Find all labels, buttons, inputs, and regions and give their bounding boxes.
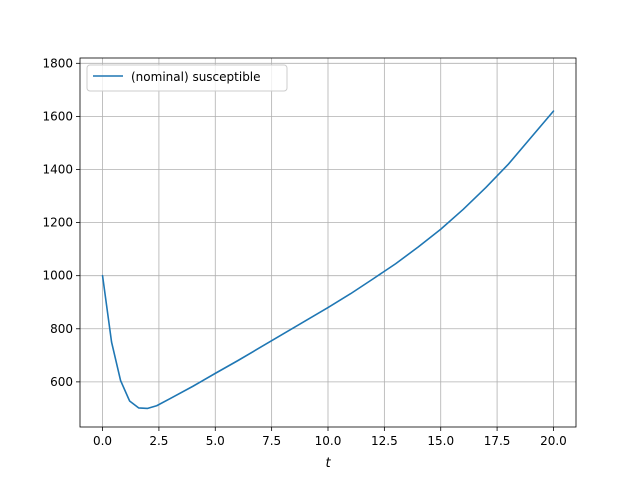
series-line bbox=[101, 110, 555, 410]
y-axis-ticks: 600 800 1000 1200 1400 1600 1800 bbox=[42, 56, 80, 389]
x-tick-label: 5.0 bbox=[206, 434, 225, 448]
y-tick-label: 1800 bbox=[42, 56, 73, 70]
y-tick-label: 1400 bbox=[42, 162, 73, 176]
x-tick-label: 2.5 bbox=[149, 434, 168, 448]
x-tick-label: 17.5 bbox=[484, 434, 511, 448]
x-tick-label: 7.5 bbox=[262, 434, 281, 448]
legend: (nominal) susceptible bbox=[86, 64, 288, 92]
legend-box bbox=[86, 64, 288, 92]
x-tick-label: 0.0 bbox=[93, 434, 112, 448]
series-layer bbox=[101, 110, 555, 410]
grid bbox=[80, 58, 576, 427]
x-tick-label: 12.5 bbox=[371, 434, 398, 448]
x-axis-ticks: 0.0 2.5 5.0 7.5 10.0 12.5 15.0 17.5 20.0 bbox=[93, 427, 567, 448]
y-tick-label: 600 bbox=[50, 375, 73, 389]
x-tick-label: 20.0 bbox=[540, 434, 567, 448]
legend-label: (nominal) susceptible bbox=[131, 70, 261, 84]
y-tick-label: 800 bbox=[50, 322, 73, 336]
x-tick-label: 10.0 bbox=[315, 434, 342, 448]
x-tick-label: 15.0 bbox=[427, 434, 454, 448]
x-axis-label: t bbox=[325, 456, 331, 471]
y-tick-label: 1600 bbox=[42, 109, 73, 123]
y-tick-label: 1200 bbox=[42, 216, 73, 230]
y-tick-label: 1000 bbox=[42, 269, 73, 283]
